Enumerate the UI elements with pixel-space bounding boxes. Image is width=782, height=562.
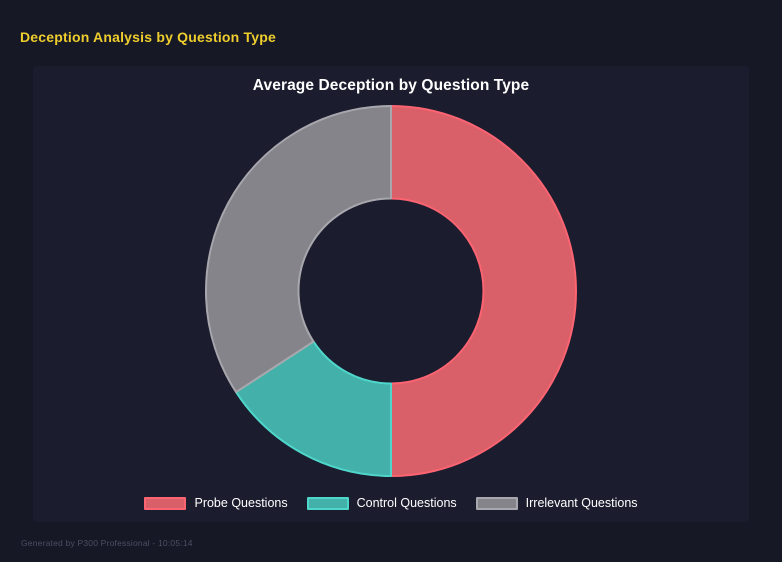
legend-label: Control Questions [356,496,457,510]
donut-segment-control-questions[interactable] [235,340,392,477]
legend-label: Irrelevant Questions [525,496,638,510]
legend-item-probe-questions[interactable]: Probe Questions [144,496,288,510]
donut-chart[interactable] [191,91,591,491]
page-title: Deception Analysis by Question Type [20,29,276,45]
donut-segment-probe-questions[interactable] [390,105,577,477]
legend-item-irrelevant-questions[interactable]: Irrelevant Questions [475,496,638,510]
chart-title: Average Deception by Question Type [252,77,530,94]
donut-segment-irrelevant-questions[interactable] [205,105,392,394]
chart-legend: Probe Questions Control Questions Irreleva… [33,496,749,510]
legend-swatch [306,496,349,510]
legend-label: Probe Questions [194,496,288,510]
legend-item-control-questions[interactable]: Control Questions [306,496,457,510]
footer-text: Generated by P300 Professional - 10:05:1… [21,538,193,548]
chart-panel: Average Deception by Question Type Probe… [33,66,749,522]
legend-swatch [144,496,187,510]
legend-swatch [475,496,518,510]
